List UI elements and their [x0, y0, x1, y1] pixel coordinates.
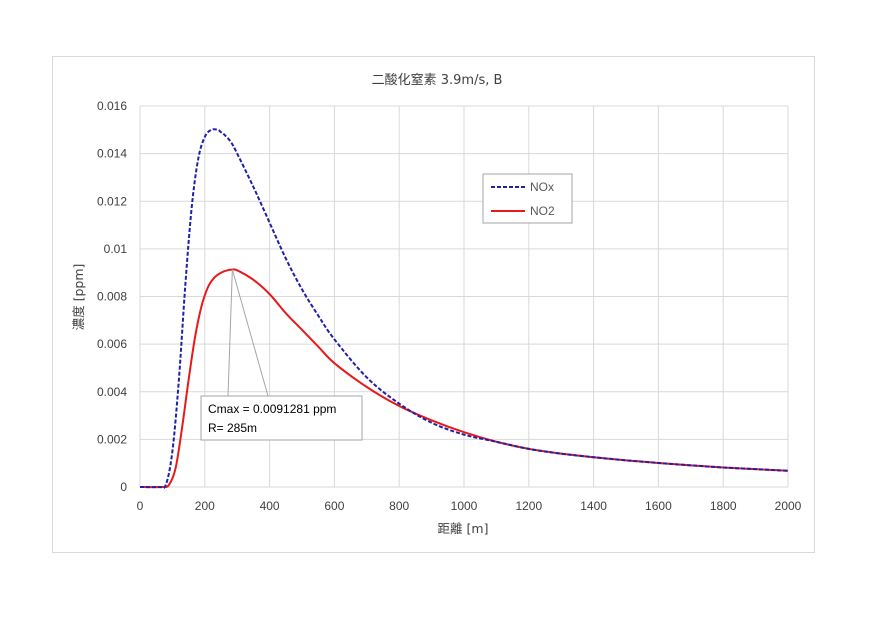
legend-label-nox: NOx [530, 180, 554, 194]
x-tick-label: 2000 [775, 499, 802, 513]
y-tick-label: 0.008 [97, 290, 127, 304]
grid-lines [139, 105, 789, 488]
x-tick-label: 800 [389, 499, 409, 513]
x-tick-label: 1800 [710, 499, 737, 513]
y-tick-label: 0.01 [104, 242, 128, 256]
x-tick-label: 1000 [451, 499, 478, 513]
x-tick-label: 200 [195, 499, 215, 513]
y-tick-label: 0.014 [97, 147, 127, 161]
annotation-line-2: R= 285m [208, 421, 257, 435]
y-tick-label: 0.002 [97, 432, 127, 446]
y-tick-label: 0.012 [97, 194, 127, 208]
annotation-leader [227, 269, 269, 397]
y-tick-label: 0.016 [97, 99, 127, 113]
x-tick-label: 1200 [515, 499, 542, 513]
legend-box [482, 173, 573, 224]
y-tick-label: 0.006 [97, 337, 127, 351]
annotation-leader-line [227, 269, 233, 397]
legend-label-no2: NO2 [530, 204, 555, 218]
x-tick-label: 400 [260, 499, 280, 513]
annotation-leader-line [231, 269, 269, 397]
x-tick-label: 1400 [580, 499, 607, 513]
annotation-box: Cmax = 0.0091281 ppm R= 285m [200, 395, 363, 441]
y-tick-labels: 0 0.002 0.004 0.006 0.008 0.01 0.012 0.014 0.016 [97, 99, 127, 494]
x-axis-title: 距離 [m] [438, 521, 489, 536]
legend: NOx NO2 [482, 173, 573, 224]
series-layer [139, 128, 789, 489]
y-axis-title: 濃度 [ppm] [71, 264, 86, 331]
annotation-line-1: Cmax = 0.0091281 ppm [208, 402, 336, 416]
chart-frame [52, 56, 815, 553]
y-tick-label: 0 [120, 480, 127, 494]
x-tick-label: 0 [137, 499, 144, 513]
x-tick-label: 1600 [645, 499, 672, 513]
y-tick-label: 0.004 [97, 385, 127, 399]
x-tick-label: 600 [324, 499, 344, 513]
series-line-nox [139, 128, 789, 489]
x-tick-labels: 0 200 400 600 800 1000 1200 1400 1600 1800 2000 [137, 499, 802, 513]
chart-title: 二酸化窒素 3.9m/s, B [372, 72, 503, 88]
